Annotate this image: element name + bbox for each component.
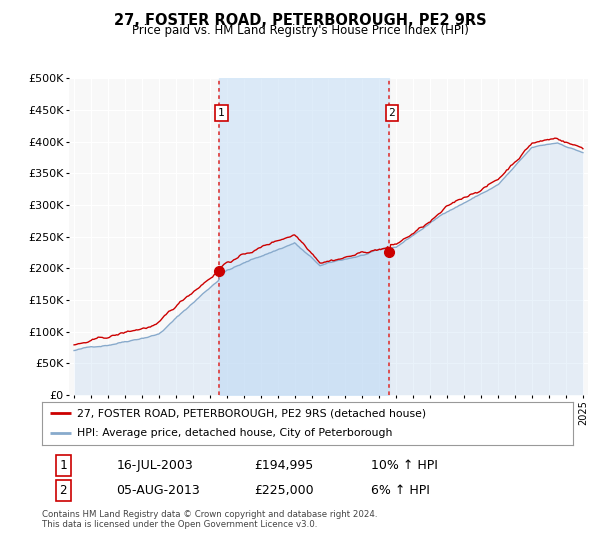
- Text: 2: 2: [388, 108, 395, 118]
- Text: HPI: Average price, detached house, City of Peterborough: HPI: Average price, detached house, City…: [77, 428, 392, 438]
- Text: 6% ↑ HPI: 6% ↑ HPI: [371, 484, 430, 497]
- Text: 10% ↑ HPI: 10% ↑ HPI: [371, 459, 438, 472]
- Text: 27, FOSTER ROAD, PETERBOROUGH, PE2 9RS (detached house): 27, FOSTER ROAD, PETERBOROUGH, PE2 9RS (…: [77, 408, 425, 418]
- Text: £225,000: £225,000: [254, 484, 314, 497]
- Text: 05-AUG-2013: 05-AUG-2013: [116, 484, 200, 497]
- Text: 2: 2: [59, 484, 67, 497]
- Text: 16-JUL-2003: 16-JUL-2003: [116, 459, 193, 472]
- Text: 1: 1: [218, 108, 225, 118]
- Text: £194,995: £194,995: [254, 459, 314, 472]
- Text: 1: 1: [59, 459, 67, 472]
- Text: Price paid vs. HM Land Registry's House Price Index (HPI): Price paid vs. HM Land Registry's House …: [131, 24, 469, 37]
- Text: 27, FOSTER ROAD, PETERBOROUGH, PE2 9RS: 27, FOSTER ROAD, PETERBOROUGH, PE2 9RS: [113, 13, 487, 28]
- Text: Contains HM Land Registry data © Crown copyright and database right 2024.
This d: Contains HM Land Registry data © Crown c…: [42, 510, 377, 529]
